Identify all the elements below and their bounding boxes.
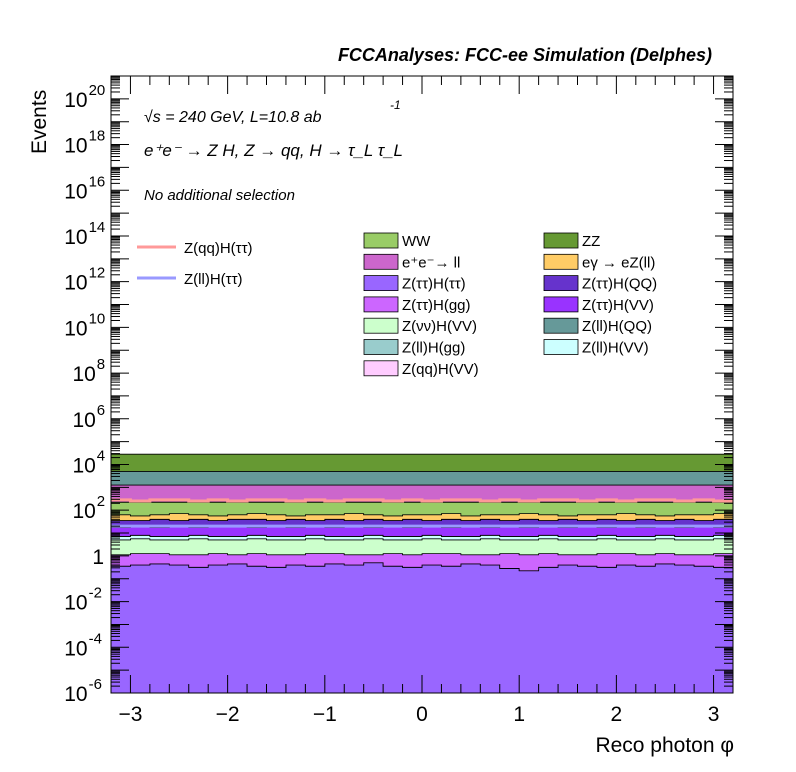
signal-layer — [111, 498, 733, 528]
legend-background-label: Z(ττ)H(ττ) — [402, 276, 466, 293]
y-tick-label: 10 — [64, 637, 87, 660]
annotation-selection: No additional selection — [144, 187, 295, 204]
y-tick-label: 10 — [64, 317, 87, 340]
y-tick-label: 10 — [72, 454, 95, 477]
legend-background-swatch — [363, 296, 399, 313]
stack-layer — [110, 453, 734, 694]
y-tick-exponent: 12 — [89, 265, 106, 282]
legend-background-label: Z(ll)H(gg) — [402, 340, 465, 357]
y-tick-exponent: 14 — [89, 219, 106, 236]
y-axis-label: Events — [28, 90, 51, 154]
y-tick-exponent: 8 — [97, 356, 105, 373]
annotation-process: e⁺e⁻ → Z H, Z → qq, H → τ_L τ_L — [144, 141, 403, 160]
y-tick-label: 10 — [64, 272, 87, 295]
y-tick-exponent: 4 — [97, 447, 105, 464]
y-tick-label: 10 — [64, 89, 87, 112]
legend-signal: Z(qq)H(ττ) Z(ll)H(ττ) — [137, 240, 253, 288]
y-tick-exponent: 6 — [97, 402, 105, 419]
legend-background-swatch — [543, 296, 579, 313]
chart-title: FCCAnalyses: FCC-ee Simulation (Delphes) — [338, 45, 712, 65]
stack-area-z-h-vv — [110, 525, 734, 537]
x-tick-label: −3 — [118, 703, 142, 726]
legend-background-label: Z(ττ)H(VV) — [582, 297, 654, 314]
legend-background-label: Z(qq)H(VV) — [402, 361, 479, 378]
y-tick-label: 10 — [64, 180, 87, 203]
legend-background-swatch — [363, 317, 399, 334]
x-tick-label: −1 — [313, 703, 337, 726]
annotation-energy-lumi: √s = 240 GeV, L=10.8 ab — [144, 109, 322, 126]
x-axis-label: Reco photon φ — [595, 734, 734, 757]
x-tick-label: 0 — [416, 703, 428, 726]
legend-background-swatch — [363, 275, 399, 292]
y-tick-exponent: 2 — [97, 493, 105, 510]
x-tick-label: 3 — [708, 703, 720, 726]
y-tick-label: 10 — [64, 226, 87, 249]
y-tick-exponent: -2 — [89, 585, 102, 602]
y-tick-label: 10 — [64, 135, 87, 158]
legend-background-label: ZZ — [582, 233, 600, 250]
legend-signal-label: Z(qq)H(ττ) — [184, 240, 253, 257]
legend-background-label: WW — [402, 233, 431, 250]
legend-background-swatch — [363, 232, 399, 249]
legend-background-swatch — [543, 275, 579, 292]
legend-background-swatch — [363, 360, 399, 377]
y-tick-exponent: -6 — [89, 676, 102, 693]
y-tick-exponent: 16 — [89, 173, 106, 190]
y-tick-exponent: 20 — [89, 82, 106, 99]
stack-area-z-ll-h-qq — [110, 470, 734, 486]
y-tick-label: 10 — [72, 363, 95, 386]
legend-signal-label: Z(ll)H(ττ) — [184, 271, 243, 288]
x-tick-label: 2 — [611, 703, 623, 726]
y-tick-label: 10 — [72, 500, 95, 523]
legend-background-label: e⁺e⁻→ ll — [402, 254, 460, 271]
x-tick-label: −2 — [216, 703, 240, 726]
signal-line-z-qq-h — [111, 498, 733, 503]
stack-area-zz — [110, 453, 734, 472]
y-tick-label: 10 — [64, 592, 87, 615]
legend-background-swatch — [543, 339, 579, 355]
legend-background-swatch — [543, 253, 579, 270]
legend-background-label: Z(ll)H(QQ) — [582, 318, 652, 335]
y-tick-label: 10 — [72, 409, 95, 432]
legend-background: WW ZZ e⁺e⁻→ ll eγ → eZ(ll) Z(ττ)H(ττ) Z(ττ)H(… — [363, 232, 657, 378]
y-tick-exponent: -4 — [89, 630, 102, 647]
legend-background-swatch — [543, 232, 579, 249]
legend-background-label: Z(ll)H(VV) — [582, 340, 649, 357]
annotation-lumi-exponent: -1 — [390, 98, 401, 112]
legend-background-swatch — [543, 317, 579, 334]
y-tick-label: 10 — [64, 683, 87, 706]
legend-background-label: Z(ττ)H(gg) — [402, 297, 471, 314]
y-tick-exponent: 18 — [89, 128, 106, 145]
y-tick-exponent: 10 — [89, 310, 106, 327]
stack-area-ww — [110, 501, 734, 517]
stack-area-z-h-vv — [110, 538, 734, 556]
legend-background-swatch — [363, 339, 399, 355]
x-tick-label: 1 — [513, 703, 525, 726]
legend-background-swatch — [363, 253, 399, 270]
legend-background-label: eγ → eZ(ll) — [582, 254, 655, 271]
y-tick-label: 1 — [92, 546, 104, 569]
legend-background-label: Z(ττ)H(QQ) — [582, 276, 657, 293]
stack-area-z-h — [110, 562, 734, 694]
legend-background-label: Z(νν)H(VV) — [402, 318, 477, 335]
